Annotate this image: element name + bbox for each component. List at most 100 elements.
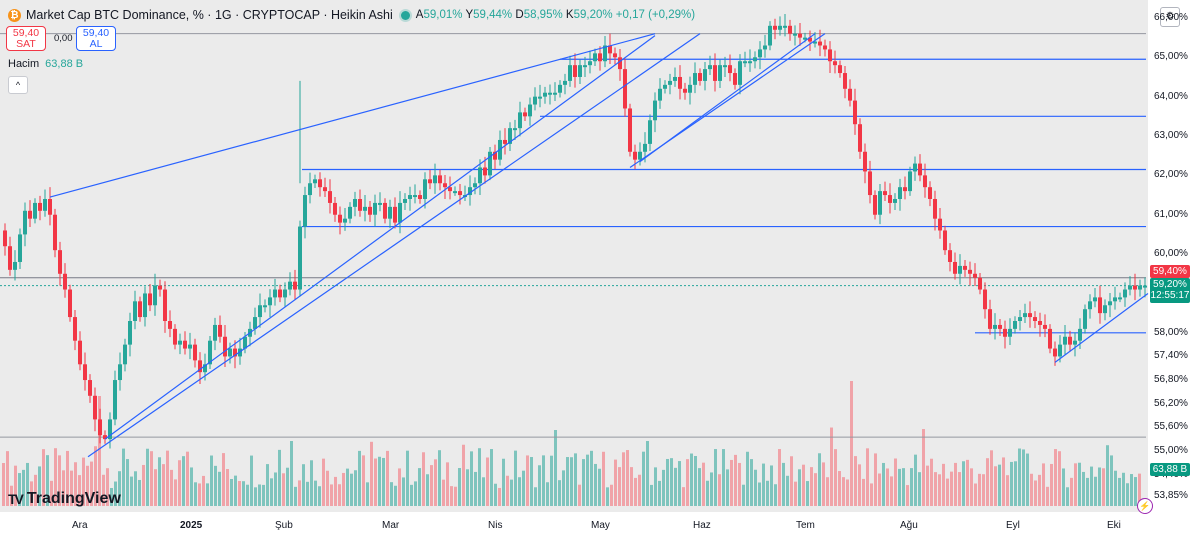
candle-body xyxy=(263,305,267,308)
candle-body xyxy=(673,76,677,81)
candle-body xyxy=(1068,336,1072,345)
tradingview-logo[interactable]: TV TradingView xyxy=(8,490,121,508)
volume-bar xyxy=(286,467,289,506)
volume-bar xyxy=(834,449,837,506)
candle-body xyxy=(108,419,112,440)
candle-body xyxy=(1103,305,1107,314)
candle-body xyxy=(858,124,862,152)
candle-body xyxy=(68,289,72,318)
volume-bar xyxy=(742,484,745,506)
collapse-legend-button[interactable]: ^ xyxy=(8,76,28,94)
candle-body xyxy=(903,187,907,192)
volume-bar xyxy=(450,486,453,506)
volume-bar xyxy=(1034,480,1037,506)
candle-body xyxy=(953,261,957,274)
candle-body xyxy=(788,25,792,34)
volume-bar xyxy=(94,446,97,506)
candle-body xyxy=(1073,340,1077,345)
candle-body xyxy=(208,340,212,365)
tradingview-logo-icon: TV xyxy=(8,491,24,507)
volume-bar xyxy=(114,481,117,506)
candle-body xyxy=(683,88,687,93)
candle-body xyxy=(883,191,887,196)
candle-body xyxy=(1063,336,1067,345)
candle-body xyxy=(478,167,482,184)
trend-line xyxy=(1054,292,1149,363)
candle-body xyxy=(1123,289,1127,298)
x-tick-label: May xyxy=(591,520,610,531)
candle-body xyxy=(393,206,397,223)
volume-bar xyxy=(950,471,953,506)
volume-bar xyxy=(414,481,417,506)
volume-bar xyxy=(846,479,849,506)
volume-bar xyxy=(34,474,37,506)
sell-button[interactable]: 59,40 SAT xyxy=(6,26,46,51)
volume-bar xyxy=(530,457,533,506)
volume-bar xyxy=(898,468,901,506)
buy-button[interactable]: 59,40 AL xyxy=(76,26,116,51)
candle-body xyxy=(13,261,17,270)
volume-bar xyxy=(962,461,965,506)
candle-body xyxy=(1038,321,1042,325)
volume-bar xyxy=(662,469,665,506)
chart-area[interactable] xyxy=(0,0,1148,512)
volume-bar xyxy=(974,483,977,506)
candle-body xyxy=(543,92,547,97)
volume-bar xyxy=(650,484,653,506)
candle-body xyxy=(898,187,902,199)
candle-body xyxy=(48,198,52,215)
volume-bar xyxy=(890,476,893,506)
candle-body xyxy=(363,206,367,211)
x-tick-label: Tem xyxy=(796,520,815,531)
candle-body xyxy=(948,250,952,262)
volume-bar xyxy=(602,451,605,506)
volume-bar xyxy=(170,469,173,506)
volume-bar xyxy=(178,460,181,506)
volume-bar xyxy=(1134,477,1137,506)
volume-bar xyxy=(578,484,581,506)
volume-bar xyxy=(654,467,657,506)
volume-bar xyxy=(186,451,189,506)
candle-body xyxy=(453,191,457,194)
candle-body xyxy=(868,171,872,196)
candle-body xyxy=(308,183,312,196)
candle-body xyxy=(78,340,82,365)
volume-bar xyxy=(510,479,513,506)
volume-bar xyxy=(862,478,865,506)
volume-bar xyxy=(30,481,33,506)
candle-body xyxy=(908,171,912,192)
volume-bar xyxy=(2,463,5,506)
volume-bar xyxy=(670,458,673,506)
candle-body xyxy=(183,340,187,349)
volume-bar xyxy=(734,454,737,506)
volume-bar xyxy=(1094,476,1097,506)
volume-bar xyxy=(958,472,961,506)
volume-bar xyxy=(818,453,821,506)
volume-bar xyxy=(98,396,101,506)
volume-bar xyxy=(274,472,277,506)
candle-body xyxy=(748,61,752,64)
volume-value: 63,88 B xyxy=(45,58,84,70)
volume-bar xyxy=(1050,463,1053,506)
lightning-icon[interactable]: ⚡ xyxy=(1137,498,1153,514)
candle-body xyxy=(813,41,817,44)
volume-bar xyxy=(810,467,813,506)
settings-icon[interactable]: ⚙ xyxy=(1160,7,1180,27)
candle-body xyxy=(713,65,717,81)
tradingview-wordmark: TradingView xyxy=(26,490,121,507)
x-tick-label: 2025 xyxy=(180,520,203,531)
volume-bar xyxy=(390,482,393,506)
volume-bar xyxy=(14,465,17,506)
volume-bar xyxy=(366,482,369,506)
candle-body xyxy=(93,395,97,420)
candle-body xyxy=(358,198,362,211)
volume-bar xyxy=(566,457,569,506)
volume-bar xyxy=(902,468,905,506)
volume-bar xyxy=(918,472,921,506)
volume-bar xyxy=(206,483,209,506)
symbol-title[interactable]: Market Cap BTC Dominance, % · 1G · CRYPT… xyxy=(26,8,393,22)
candle-body xyxy=(383,202,387,219)
volume-bar xyxy=(134,471,137,506)
last-price-value: 59,20% xyxy=(1153,279,1187,290)
